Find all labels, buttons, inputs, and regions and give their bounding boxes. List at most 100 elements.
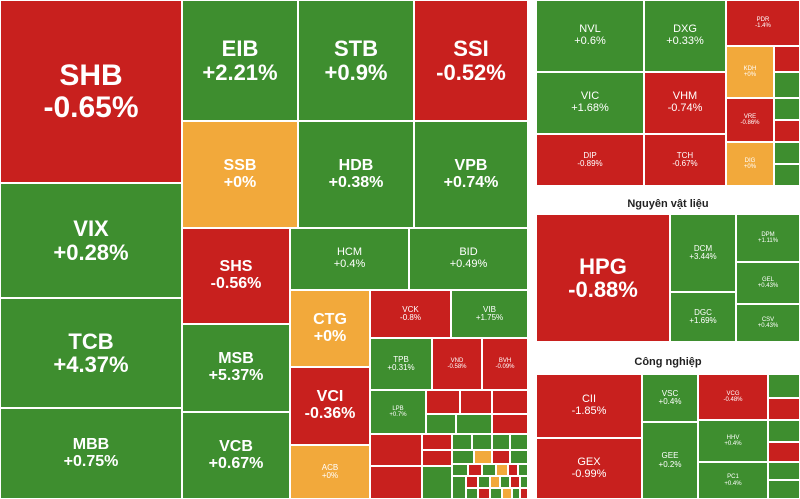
tile-vic[interactable]: VIC +1.68% [536,72,644,134]
mini-tile[interactable] [422,450,452,466]
mini-tile[interactable] [768,420,800,442]
mini-tile[interactable] [472,434,492,450]
mini-tile[interactable] [490,476,500,488]
mini-tile[interactable] [510,434,528,450]
tile-gel[interactable]: GEL +0.43% [736,262,800,304]
mini-tile[interactable] [768,374,800,398]
mini-tile[interactable] [422,434,452,450]
mini-tile[interactable] [492,434,510,450]
mini-tile[interactable] [456,414,492,434]
mini-tile[interactable] [500,476,510,488]
tile-vck[interactable]: VCK -0.8% [370,290,451,338]
change: +0.7% [389,412,407,418]
tile-ssb[interactable]: SSB +0% [182,121,298,228]
tile-vib[interactable]: VIB +1.75% [451,290,528,338]
tile-lpb[interactable]: LPB +0.7% [370,390,426,434]
tile-vnd[interactable]: VND -0.58% [432,338,482,390]
mini-tile[interactable] [492,414,528,434]
tile-dgc[interactable]: DGC +1.69% [670,292,736,342]
tile-tpb[interactable]: TPB +0.31% [370,338,432,390]
mini-tile[interactable] [502,488,512,499]
mini-tile[interactable] [466,476,478,488]
mini-tile[interactable] [452,464,468,476]
mini-tile[interactable] [512,488,520,499]
tile-dip[interactable]: DIP -0.89% [536,134,644,186]
mini-tile[interactable] [492,450,510,464]
mini-tile[interactable] [452,450,474,464]
mini-tile[interactable] [774,142,800,164]
mini-tile[interactable] [774,72,800,98]
mini-tile[interactable] [774,164,800,186]
tile-vhm[interactable]: VHM -0.74% [644,72,726,134]
mini-tile[interactable] [474,450,492,464]
tile-vre[interactable]: VRE -0.86% [726,98,774,142]
tile-mbb[interactable]: MBB +0.75% [0,408,182,499]
tile-shb[interactable]: SHB -0.65% [0,0,182,183]
tile-hhv[interactable]: HHV +0.4% [698,420,768,462]
mini-tile[interactable] [426,414,456,434]
mini-tile[interactable] [768,398,800,420]
tile-hcm[interactable]: HCM +0.4% [290,228,409,290]
tile-ssi[interactable]: SSI -0.52% [414,0,528,121]
mini-tile[interactable] [478,476,490,488]
tile-bid[interactable]: BID +0.49% [409,228,528,290]
mini-tile[interactable] [370,434,422,466]
mini-tile[interactable] [518,464,528,476]
tile-gex[interactable]: GEX -0.99% [536,438,642,499]
mini-tile[interactable] [370,466,422,499]
mini-tile[interactable] [422,466,452,499]
mini-tile[interactable] [774,46,800,72]
mini-tile[interactable] [520,488,528,499]
mini-tile[interactable] [460,390,492,414]
change: +1.69% [689,316,717,325]
mini-tile[interactable] [774,120,800,142]
tile-hdb[interactable]: HDB +0.38% [298,121,414,228]
mini-tile[interactable] [520,476,528,488]
tile-tch[interactable]: TCH -0.67% [644,134,726,186]
tile-vci[interactable]: VCI -0.36% [290,367,370,445]
mini-tile[interactable] [768,480,800,499]
tile-cii[interactable]: CII -1.85% [536,374,642,438]
mini-tile[interactable] [468,464,482,476]
tile-vsc[interactable]: VSC +0.4% [642,374,698,422]
mini-tile[interactable] [774,98,800,120]
change: +0.31% [387,363,415,372]
tile-stb[interactable]: STB +0.9% [298,0,414,121]
mini-tile[interactable] [768,462,800,480]
tile-acb[interactable]: ACB +0% [290,445,370,499]
mini-tile[interactable] [490,488,502,499]
tile-dig[interactable]: DIG +0% [726,142,774,186]
tile-kdh[interactable]: KDH +0% [726,46,774,98]
tile-vcg[interactable]: VCG -0.48% [698,374,768,420]
mini-tile[interactable] [508,464,518,476]
tile-eib[interactable]: EIB +2.21% [182,0,298,121]
mini-tile[interactable] [478,488,490,499]
mini-tile[interactable] [768,442,800,462]
tile-pc1[interactable]: PC1 +0.4% [698,462,768,499]
tile-ctg[interactable]: CTG +0% [290,290,370,367]
mini-tile[interactable] [452,476,466,499]
mini-tile[interactable] [492,390,528,414]
tile-vcb[interactable]: VCB +0.67% [182,412,290,499]
mini-tile[interactable] [510,450,528,464]
tile-dpm[interactable]: DPM +1.11% [736,214,800,262]
tile-tcb[interactable]: TCB +4.37% [0,298,182,408]
tile-shs[interactable]: SHS -0.56% [182,228,290,324]
tile-csv[interactable]: CSV +0.43% [736,304,800,342]
mini-tile[interactable] [426,390,460,414]
tile-bvh[interactable]: BVH -0.09% [482,338,528,390]
tile-msb[interactable]: MSB +5.37% [182,324,290,412]
tile-vix[interactable]: VIX +0.28% [0,183,182,298]
tile-gee[interactable]: GEE +0.2% [642,422,698,499]
tile-pdr[interactable]: PDR -1.4% [726,0,800,46]
tile-nvl[interactable]: NVL +0.6% [536,0,644,72]
mini-tile[interactable] [510,476,520,488]
mini-tile[interactable] [482,464,496,476]
tile-hpg[interactable]: HPG -0.88% [536,214,670,342]
tile-dxg[interactable]: DXG +0.33% [644,0,726,72]
mini-tile[interactable] [496,464,508,476]
mini-tile[interactable] [452,434,472,450]
mini-tile[interactable] [466,488,478,499]
tile-vpb[interactable]: VPB +0.74% [414,121,528,228]
tile-dcm[interactable]: DCM +3.44% [670,214,736,292]
